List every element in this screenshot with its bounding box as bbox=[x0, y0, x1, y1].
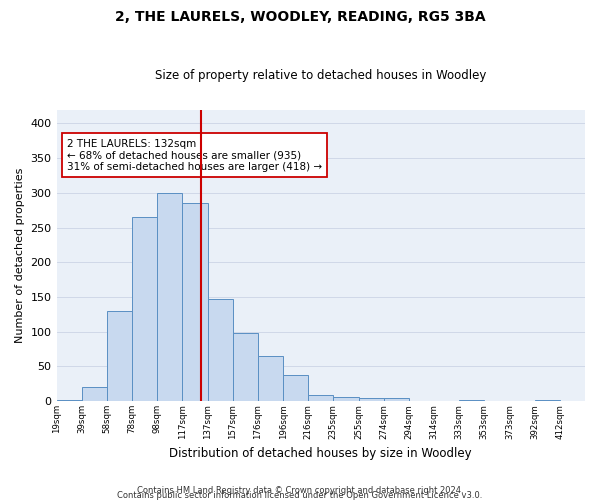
Bar bbox=[132, 217, 157, 401]
Bar bbox=[383, 398, 409, 401]
Text: Contains HM Land Registry data © Crown copyright and database right 2024.: Contains HM Land Registry data © Crown c… bbox=[137, 486, 463, 495]
Bar bbox=[157, 193, 182, 401]
Bar bbox=[459, 400, 484, 401]
Y-axis label: Number of detached properties: Number of detached properties bbox=[15, 168, 25, 343]
Bar bbox=[82, 387, 107, 401]
Title: Size of property relative to detached houses in Woodley: Size of property relative to detached ho… bbox=[155, 69, 487, 82]
Text: 2 THE LAURELS: 132sqm
← 68% of detached houses are smaller (935)
31% of semi-det: 2 THE LAURELS: 132sqm ← 68% of detached … bbox=[67, 138, 322, 172]
Bar bbox=[233, 333, 258, 401]
Text: Contains public sector information licensed under the Open Government Licence v3: Contains public sector information licen… bbox=[118, 491, 482, 500]
Bar bbox=[535, 400, 560, 401]
X-axis label: Distribution of detached houses by size in Woodley: Distribution of detached houses by size … bbox=[169, 447, 472, 460]
Bar bbox=[56, 400, 82, 401]
Bar bbox=[334, 397, 359, 401]
Bar bbox=[283, 374, 308, 401]
Bar bbox=[208, 299, 233, 401]
Bar bbox=[308, 396, 334, 401]
Bar bbox=[107, 311, 132, 401]
Bar bbox=[258, 356, 283, 401]
Text: 2, THE LAURELS, WOODLEY, READING, RG5 3BA: 2, THE LAURELS, WOODLEY, READING, RG5 3B… bbox=[115, 10, 485, 24]
Bar bbox=[359, 398, 383, 401]
Bar bbox=[182, 203, 208, 401]
